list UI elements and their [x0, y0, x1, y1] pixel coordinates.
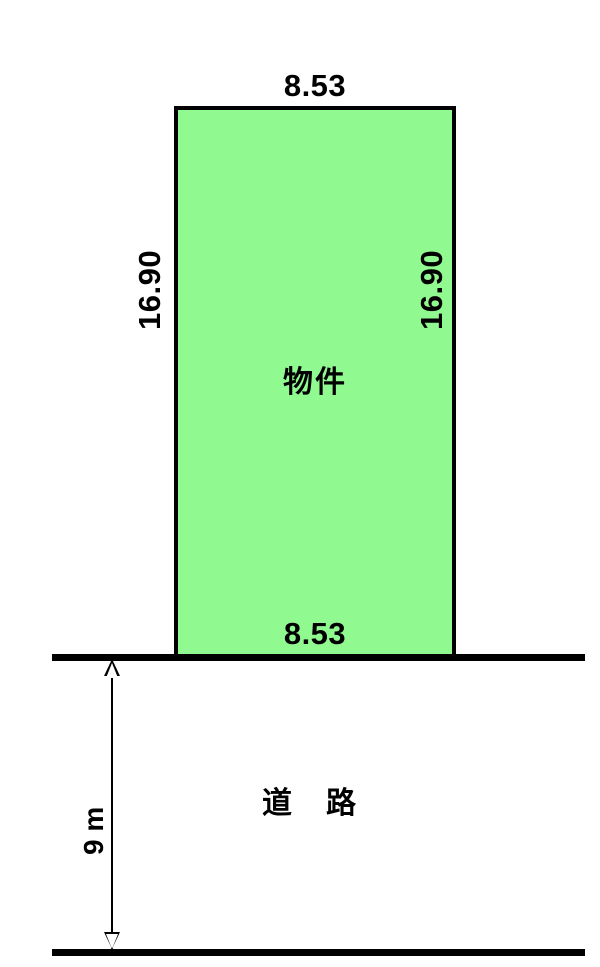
- dimension-bottom-width: 8.53: [283, 616, 347, 651]
- road-width-arrow-line: [111, 660, 113, 949]
- road-label: 道 路: [262, 787, 358, 820]
- dimension-top-width: 8.53: [283, 68, 347, 103]
- parcel-rectangle: [174, 106, 456, 658]
- dimension-right-depth: 16.90: [414, 249, 449, 330]
- dimension-left-depth: 16.90: [132, 249, 167, 330]
- road-edge-line-bottom: [52, 949, 585, 956]
- parcel-label: 物件: [283, 366, 347, 399]
- road-edge-line-top: [52, 654, 585, 661]
- road-width-label: 9 m: [78, 806, 109, 855]
- arrow-down-icon-mask: [106, 934, 118, 949]
- arrow-up-icon-mask: [106, 663, 118, 678]
